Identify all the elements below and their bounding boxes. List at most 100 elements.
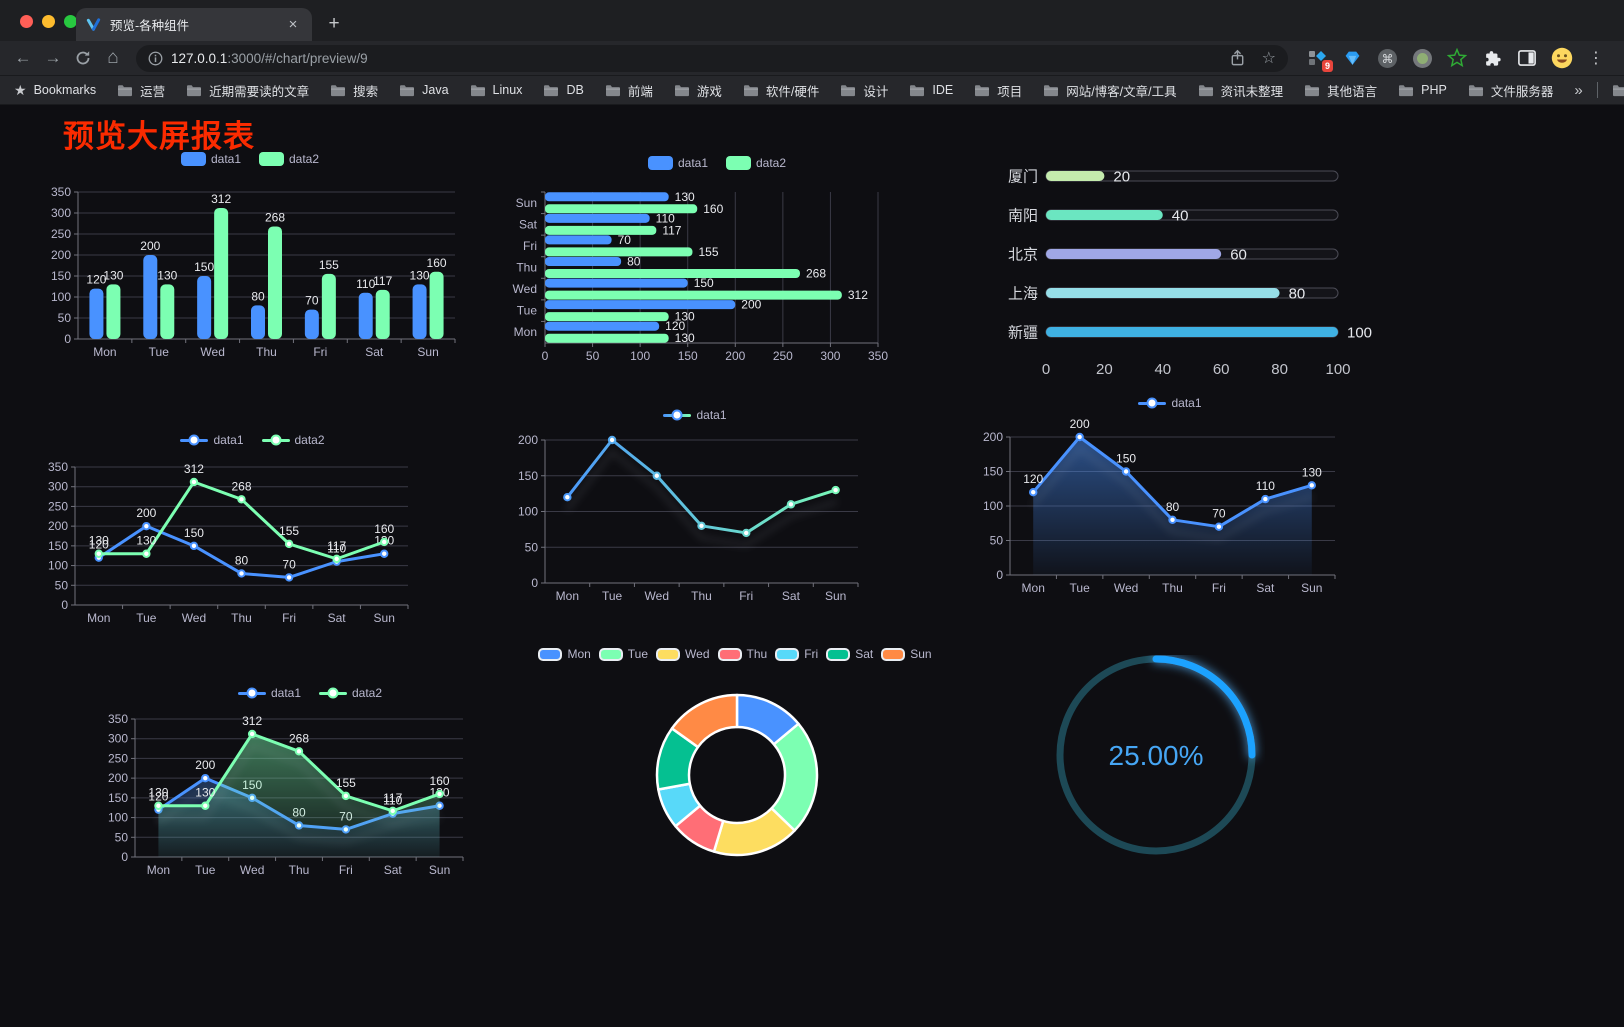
bookmark-folder[interactable]: 运营 <box>117 81 165 100</box>
chart-legend[interactable]: data1 data2 <box>522 156 912 170</box>
svg-text:Sat: Sat <box>519 217 538 231</box>
legend-item[interactable]: data1 <box>237 686 301 700</box>
chart-legend[interactable]: data1 data2 <box>40 152 460 166</box>
gauge-progress-canvas[interactable]: 25.00% <box>1055 655 1265 865</box>
legend-item[interactable]: data2 <box>261 433 325 447</box>
bookmark-folder[interactable]: Linux <box>470 83 522 97</box>
other-bookmarks[interactable]: 其他书签 <box>1612 81 1624 100</box>
legend-item[interactable]: data1 <box>180 152 241 166</box>
legend-item[interactable]: Wed <box>656 647 710 661</box>
back-icon[interactable]: ← <box>14 48 32 67</box>
svg-text:200: 200 <box>51 248 71 262</box>
bookmark-folder[interactable]: 前端 <box>605 81 653 100</box>
two-series-area-line-chart[interactable]: data1 data2 0 50 100 150 200 250 300 350 Mon Tue Wed… <box>95 680 525 887</box>
donut-chart-canvas[interactable] <box>555 642 915 880</box>
legend-item[interactable]: Tue <box>598 647 648 661</box>
svg-text:Sat: Sat <box>328 611 347 625</box>
new-tab-button[interactable]: + <box>328 13 340 34</box>
chart-legend[interactable]: Mon Tue Wed Thu Fri Sat Sun <box>538 647 932 661</box>
gauge-progress[interactable]: 25.00% <box>1055 655 1265 865</box>
home-icon[interactable]: ⌂ <box>107 47 119 68</box>
progress-bar-list[interactable]: 厦门 20 南阳 40 北京 60 上海 80 新疆 100 0 20 40 60 80 100 <box>990 157 1375 385</box>
two-series-line-chart-canvas[interactable]: 0 50 100 150 200 250 300 350 Mon Tue Wed Thu Fri Sat S… <box>40 427 465 637</box>
tab-close-icon[interactable]: × <box>288 16 298 33</box>
legend-item[interactable]: Thu <box>717 647 767 661</box>
emoji-avatar[interactable] <box>1551 47 1573 69</box>
share-icon[interactable] <box>1229 49 1246 67</box>
legend-item[interactable]: data1 <box>647 156 708 170</box>
side-panel-icon[interactable] <box>1516 47 1538 69</box>
bookmark-folder[interactable]: 其他语言 <box>1304 81 1377 100</box>
svg-text:Thu: Thu <box>1162 581 1183 595</box>
vertical-bar-chart[interactable]: data1 data2 0 50 100 150 200 250 300 350 Mon Tue Wed… <box>40 150 460 364</box>
svg-text:268: 268 <box>289 731 309 745</box>
chart-legend[interactable]: data1 <box>980 396 1360 410</box>
svg-text:Wed: Wed <box>240 863 264 877</box>
chart-legend[interactable]: data1 data2 <box>40 433 465 447</box>
close-window-button[interactable] <box>20 15 33 28</box>
bookmark-folder[interactable]: Java <box>399 83 449 97</box>
svg-text:130: 130 <box>410 268 430 282</box>
svg-text:Tue: Tue <box>195 863 216 877</box>
browser-tab[interactable]: 预览-各种组件 × <box>76 8 312 41</box>
bookmark-folder[interactable]: 软件/硬件 <box>743 81 819 100</box>
gem-icon[interactable] <box>1341 47 1363 69</box>
area-line-chart[interactable]: data1 0 50 100 150 200 Mon Tue Wed Thu Fri Sat Sun 12… <box>980 392 1360 597</box>
bookmark-folder[interactable]: 文件服务器 <box>1468 81 1553 100</box>
site-info-icon[interactable] <box>148 51 163 66</box>
bookmark-folder[interactable]: 项目 <box>974 81 1022 100</box>
bookmark-folder[interactable]: 设计 <box>840 81 888 100</box>
legend-item[interactable]: data1 <box>180 433 244 447</box>
forward-icon[interactable]: → <box>44 48 62 67</box>
gradient-line-chart-canvas[interactable]: 0 50 100 150 200 Mon Tue Wed Thu Fri Sat Sun <box>505 400 885 610</box>
svg-text:120: 120 <box>665 319 685 333</box>
svg-text:100: 100 <box>108 811 128 825</box>
legend-item[interactable]: Sat <box>826 647 873 661</box>
legend-item[interactable]: Fri <box>775 647 818 661</box>
reload-icon[interactable] <box>68 50 98 66</box>
legend-item[interactable]: data1 <box>663 408 727 422</box>
address-bar[interactable]: 127.0.0.1:3000/#/chart/preview/9 ☆ <box>136 44 1288 72</box>
bookmark-folder[interactable]: 资讯未整理 <box>1198 81 1283 100</box>
bookmark-folder[interactable]: 游戏 <box>674 81 722 100</box>
minimize-window-button[interactable] <box>42 15 55 28</box>
bookmark-folder[interactable]: 搜索 <box>330 81 378 100</box>
green-star-icon[interactable] <box>1446 47 1468 69</box>
legend-item[interactable]: data2 <box>726 156 786 170</box>
donut-chart[interactable]: Mon Tue Wed Thu Fri Sat Sun <box>538 642 932 880</box>
bookmarks-label[interactable]: ★ Bookmarks <box>14 81 97 98</box>
gradient-line-chart[interactable]: data1 0 50 100 150 200 Mon Tue Wed Thu Fri Sat Sun <box>505 400 885 610</box>
menu-dots-icon[interactable]: ⋮ <box>1588 50 1604 67</box>
record-circle-icon[interactable] <box>1411 47 1433 69</box>
two-series-line-chart[interactable]: data1 data2 0 50 100 150 200 250 300 350 Mon Tue Wed… <box>40 427 465 637</box>
svg-text:Sat: Sat <box>384 863 403 877</box>
svg-text:110: 110 <box>356 277 375 291</box>
progress-bar-list-canvas[interactable]: 厦门 20 南阳 40 北京 60 上海 80 新疆 100 0 20 40 60 80 100 <box>990 157 1375 385</box>
zoom-window-button[interactable] <box>64 15 77 28</box>
command-circle-icon[interactable]: ⌘ <box>1376 47 1398 69</box>
legend-item[interactable]: data2 <box>319 686 382 700</box>
svg-text:上海: 上海 <box>1008 286 1038 303</box>
bookmark-folder[interactable]: 近期需要读的文章 <box>186 81 309 100</box>
bookmark-folder[interactable]: 网站/博客/文章/工具 <box>1043 81 1177 100</box>
chart-legend[interactable]: data1 <box>505 408 885 422</box>
legend-item[interactable]: data2 <box>259 152 319 166</box>
extension-grid-icon[interactable]: 9 <box>1306 47 1333 72</box>
bookmark-folder[interactable]: DB <box>543 83 584 97</box>
puzzle-icon[interactable] <box>1481 47 1503 69</box>
bookmarks-overflow-icon[interactable]: » <box>1574 81 1583 99</box>
svg-text:0: 0 <box>61 598 68 612</box>
legend-item[interactable]: data1 <box>1138 396 1202 410</box>
two-series-area-line-chart-canvas[interactable]: 0 50 100 150 200 250 300 350 Mon Tue Wed Thu Fri Sat S… <box>95 680 525 887</box>
bookmark-folder[interactable]: PHP <box>1398 83 1447 97</box>
bookmark-folder[interactable]: IDE <box>909 83 953 97</box>
bookmark-star-icon[interactable]: ☆ <box>1261 50 1276 67</box>
legend-item[interactable]: Sun <box>881 647 932 661</box>
svg-text:Sun: Sun <box>429 863 450 877</box>
area-line-chart-canvas[interactable]: 0 50 100 150 200 Mon Tue Wed Thu Fri Sat Sun 120 200 1… <box>980 392 1360 597</box>
legend-item[interactable]: Mon <box>538 647 591 661</box>
vertical-bar-chart-canvas[interactable]: 0 50 100 150 200 250 300 350 Mon Tue Wed Thu Fri Sat S… <box>40 150 460 364</box>
chart-legend[interactable]: data1 data2 <box>95 686 525 700</box>
horizontal-bar-chart[interactable]: data1 data2 0 50 100 150 200 250 300 350 Sun 130 160… <box>500 152 890 365</box>
